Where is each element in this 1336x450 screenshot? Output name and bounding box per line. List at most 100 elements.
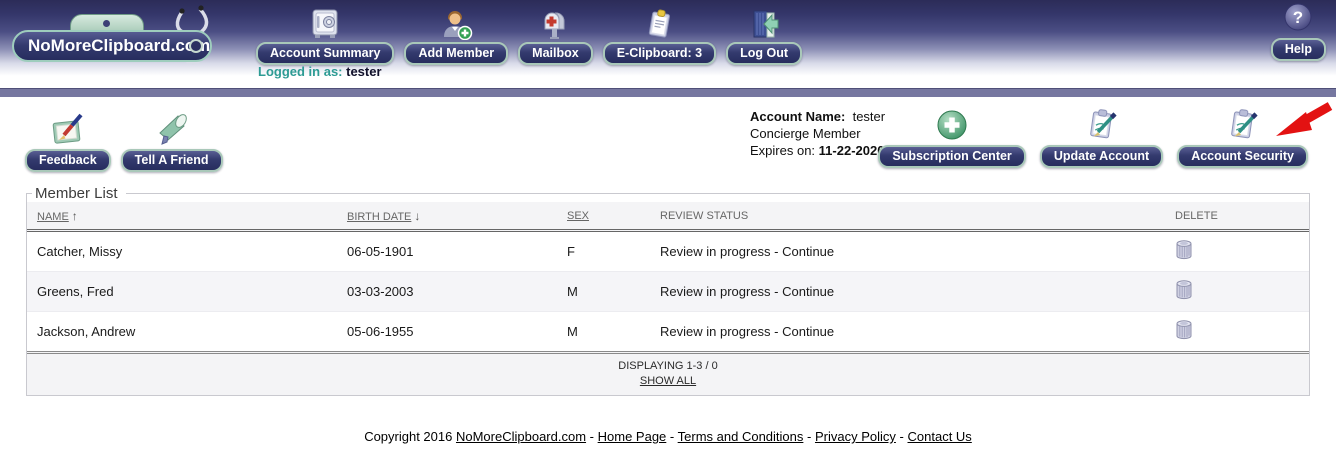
plus-ball-icon <box>935 105 969 143</box>
main-nav: Account Summary Add Member <box>256 4 803 65</box>
footer-link-privacy[interactable]: Privacy Policy <box>814 429 896 444</box>
tool-item-account-security: Account Security <box>1177 105 1308 168</box>
account-info: Account Name: tester Concierge Member Ex… <box>750 108 885 159</box>
member-sex: M <box>567 284 578 299</box>
member-list-panel: Member List NAME ↑ BIRTH DATE ↓ SEX REVIEW… <box>26 185 1310 396</box>
table-row: Catcher, Missy 06-05-1901 F Review in pr… <box>27 230 1309 272</box>
table-row: Greens, Fred 03-03-2003 M Review in prog… <box>27 271 1309 312</box>
member-sex: F <box>567 244 575 259</box>
account-name-value: tester <box>852 109 886 124</box>
member-review-status[interactable]: Review in progress - Continue <box>660 284 835 299</box>
tell-a-friend-button[interactable]: Tell A Friend <box>120 149 223 172</box>
member-table-header-row: NAME ↑ BIRTH DATE ↓ SEX REVIEW STATUS DELE… <box>27 202 1309 232</box>
trash-icon[interactable] <box>1175 239 1193 264</box>
add-member-icon <box>439 4 473 40</box>
help-icon: ? <box>1283 2 1313 37</box>
account-name-label: Account Name: <box>750 109 846 124</box>
clipboard-pen-icon <box>1083 105 1121 143</box>
nav-item-mailbox: Mailbox <box>518 4 593 65</box>
displaying-count: DISPLAYING 1-3 / 0 <box>618 360 718 372</box>
feedback-button[interactable]: Feedback <box>25 149 111 172</box>
list-pagination: DISPLAYING 1-3 / 0 SHOW ALL <box>27 351 1309 395</box>
logo-text: NoMoreClipboard.com <box>28 36 211 55</box>
toolbar: Feedback Tell A Friend Account Name: tes… <box>0 97 1336 185</box>
toolbar-right-group: Subscription Center Update Account <box>878 105 1308 168</box>
logo[interactable]: NoMoreClipboard.com <box>8 4 230 82</box>
logged-in-user: tester <box>346 64 382 79</box>
trash-icon[interactable] <box>1175 279 1193 304</box>
stethoscope-chestpiece-icon <box>189 39 203 53</box>
toolbar-left-group: Feedback Tell A Friend <box>25 109 223 172</box>
separator: - <box>669 429 675 444</box>
separator: - <box>899 429 904 444</box>
member-sex: M <box>567 324 578 339</box>
megaphone-icon <box>152 109 192 147</box>
column-header-delete: DELETE <box>1165 202 1309 232</box>
tool-item-update-account: Update Account <box>1039 105 1164 168</box>
copyright-text: Copyright 2016 <box>364 429 453 444</box>
member-name: Greens, Fred <box>37 284 114 299</box>
mailbox-icon <box>539 4 571 40</box>
member-table: NAME ↑ BIRTH DATE ↓ SEX REVIEW STATUS DELE… <box>27 202 1309 351</box>
column-header-birth-date: BIRTH DATE ↓ <box>337 202 557 232</box>
footer-link-terms[interactable]: Terms and Conditions <box>677 429 804 444</box>
member-list-title: Member List <box>35 185 118 202</box>
nav-item-add-member: Add Member <box>404 4 509 65</box>
tool-item-subscription-center: Subscription Center <box>878 105 1026 168</box>
account-summary-button[interactable]: Account Summary <box>256 42 395 65</box>
page-footer: Copyright 2016 NoMoreClipboard.com - Hom… <box>0 429 1336 444</box>
door-exit-icon <box>748 4 780 40</box>
footer-link-nomoreclipboard[interactable]: NoMoreClipboard.com <box>455 429 587 444</box>
clipboard-pen-icon <box>1224 105 1262 143</box>
sort-asc-icon: ↑ <box>71 209 78 223</box>
safe-icon <box>309 4 341 40</box>
nav-item-log-out: Log Out <box>726 4 803 65</box>
member-birth-date: 06-05-1901 <box>347 244 414 259</box>
logged-in-label: Logged in as: <box>258 64 343 79</box>
update-account-button[interactable]: Update Account <box>1039 145 1164 168</box>
sort-by-sex-link[interactable]: SEX <box>567 210 590 222</box>
account-name-line: Account Name: tester <box>750 108 885 125</box>
member-review-status[interactable]: Review in progress - Continue <box>660 244 835 259</box>
column-header-review-status: REVIEW STATUS <box>650 202 1165 232</box>
trash-icon[interactable] <box>1175 319 1193 344</box>
separator: - <box>589 429 595 444</box>
logo-pill: NoMoreClipboard.com <box>12 30 212 62</box>
sort-by-name-link[interactable]: NAME <box>37 211 69 223</box>
add-member-button[interactable]: Add Member <box>404 42 509 65</box>
member-review-status[interactable]: Review in progress - Continue <box>660 324 835 339</box>
tool-item-tell-a-friend: Tell A Friend <box>120 109 223 172</box>
subscription-center-button[interactable]: Subscription Center <box>878 145 1026 168</box>
help-button[interactable]: Help <box>1270 38 1326 61</box>
nav-item-e-clipboard: E-Clipboard: 3 <box>602 4 717 65</box>
column-header-sex: SEX <box>557 202 650 232</box>
svg-text:?: ? <box>1293 8 1303 27</box>
member-name: Catcher, Missy <box>37 244 123 259</box>
member-birth-date: 05-06-1955 <box>347 324 414 339</box>
table-row: Jackson, Andrew 05-06-1955 M Review in p… <box>27 311 1309 351</box>
member-name: Jackson, Andrew <box>37 324 136 339</box>
log-out-button[interactable]: Log Out <box>726 42 803 65</box>
nav-item-account-summary: Account Summary <box>256 4 395 65</box>
tool-item-feedback: Feedback <box>25 109 111 172</box>
show-all-link[interactable]: SHOW ALL <box>639 375 697 387</box>
sort-by-birth-date-link[interactable]: BIRTH DATE <box>347 211 412 223</box>
top-header: NoMoreClipboard.com Account Summary <box>0 0 1336 88</box>
logged-in-status: Logged in as: tester <box>258 64 382 79</box>
e-clipboard-button[interactable]: E-Clipboard: 3 <box>602 42 717 65</box>
expires-label: Expires on: <box>750 143 816 158</box>
membership-line: Concierge Member <box>750 126 861 141</box>
member-birth-date: 03-03-2003 <box>347 284 414 299</box>
footer-link-contact[interactable]: Contact Us <box>907 429 972 444</box>
account-security-button[interactable]: Account Security <box>1177 145 1308 168</box>
divider-bar <box>0 88 1336 97</box>
footer-link-home-page[interactable]: Home Page <box>597 429 667 444</box>
expires-value: 11-22-2020 <box>818 143 885 158</box>
clipboard-icon <box>642 4 676 40</box>
sort-desc-icon: ↓ <box>414 209 421 223</box>
expires-line: Expires on: 11-22-2020 <box>750 142 885 159</box>
separator: - <box>807 429 812 444</box>
feedback-icon <box>48 109 88 147</box>
mailbox-button[interactable]: Mailbox <box>518 42 593 65</box>
help-area: ? Help <box>1270 2 1326 61</box>
